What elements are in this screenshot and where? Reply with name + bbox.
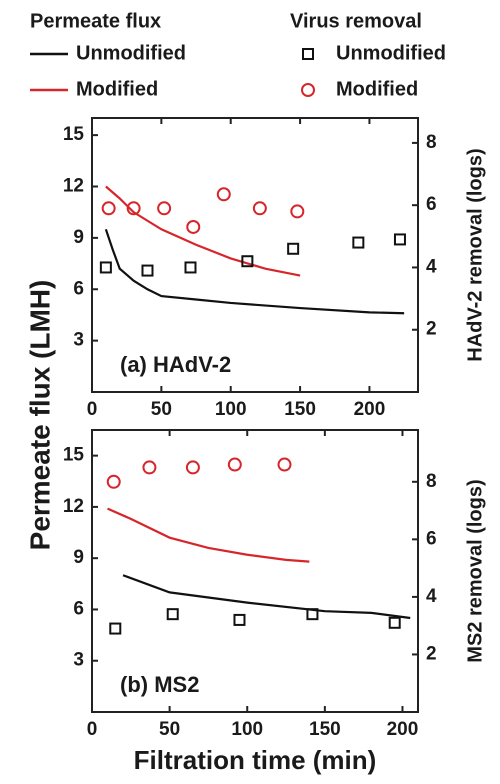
legend-label: Modified [76, 78, 158, 100]
circle-marker [277, 457, 292, 472]
y-tick-label: 15 [63, 124, 85, 145]
flux-line [122, 574, 411, 620]
circle-marker [142, 460, 157, 475]
y-tick-label: 6 [73, 278, 84, 299]
square-marker [393, 233, 406, 246]
x-tick-label: 50 [159, 719, 180, 740]
square-marker [99, 261, 112, 274]
square-marker [241, 255, 254, 268]
y2-tick-label: 8 [426, 471, 437, 492]
panel-label: (a) HAdV-2 [120, 352, 231, 377]
circle-marker [157, 201, 172, 216]
legend-label: Unmodified [76, 42, 186, 64]
y-tick-label: 3 [73, 650, 84, 671]
y2-axis-label: MS2 removal (logs) [464, 479, 486, 662]
circle-marker [101, 201, 116, 216]
flux-line [105, 185, 301, 277]
square-marker [287, 242, 300, 255]
x-tick-label: 150 [284, 399, 316, 420]
x-axis-label: Filtration time (min) [134, 745, 377, 775]
legend-title: Virus removal [290, 10, 422, 32]
x-tick-label: 200 [354, 399, 386, 420]
legend-marker [302, 48, 314, 60]
square-marker [352, 236, 365, 249]
x-tick-label: 0 [87, 719, 98, 740]
plot-frame [91, 429, 419, 713]
legend-label: Unmodified [336, 42, 446, 64]
y2-tick-label: 2 [426, 319, 437, 340]
circle-marker [185, 460, 200, 475]
square-marker [233, 613, 246, 626]
square-marker [109, 622, 122, 635]
y2-tick-label: 6 [426, 528, 437, 549]
circle-marker [186, 219, 201, 234]
y-tick-label: 15 [63, 445, 85, 466]
x-tick-label: 0 [87, 399, 98, 420]
x-tick-label: 100 [215, 399, 247, 420]
square-marker [166, 608, 179, 621]
circle-marker [252, 201, 267, 216]
square-marker [141, 264, 154, 277]
circle-marker [216, 187, 231, 202]
y-tick-label: 6 [73, 598, 84, 619]
y2-tick-label: 6 [426, 194, 437, 215]
y2-tick-label: 4 [426, 256, 437, 277]
y-tick-label: 9 [73, 227, 84, 248]
y2-tick-label: 8 [426, 132, 437, 153]
y2-tick-label: 4 [426, 586, 437, 607]
y-tick-label: 12 [63, 496, 84, 517]
x-tick-label: 50 [151, 399, 172, 420]
y2-tick-label: 2 [426, 643, 437, 664]
y-tick-label: 9 [73, 547, 84, 568]
legend-marker [301, 83, 315, 97]
legend-title: Permeate flux [30, 10, 161, 32]
circle-marker [106, 474, 121, 489]
legend-label: Modified [336, 78, 418, 100]
flux-line [107, 507, 310, 563]
square-marker [184, 261, 197, 274]
y-axis-label: Permeate flux (LMH) [24, 280, 55, 551]
y-tick-label: 12 [63, 176, 84, 197]
flux-line [104, 228, 405, 315]
square-marker [306, 608, 319, 621]
x-tick-label: 100 [231, 719, 263, 740]
y-tick-label: 3 [73, 330, 84, 351]
circle-marker [126, 201, 141, 216]
x-tick-label: 150 [309, 719, 341, 740]
x-tick-label: 200 [387, 719, 419, 740]
panel-label: (b) MS2 [120, 672, 199, 697]
circle-marker [227, 457, 242, 472]
plot-frame [91, 117, 419, 393]
y2-axis-label: HAdV-2 removal (logs) [464, 148, 486, 361]
circle-marker [290, 204, 305, 219]
square-marker [388, 616, 401, 629]
